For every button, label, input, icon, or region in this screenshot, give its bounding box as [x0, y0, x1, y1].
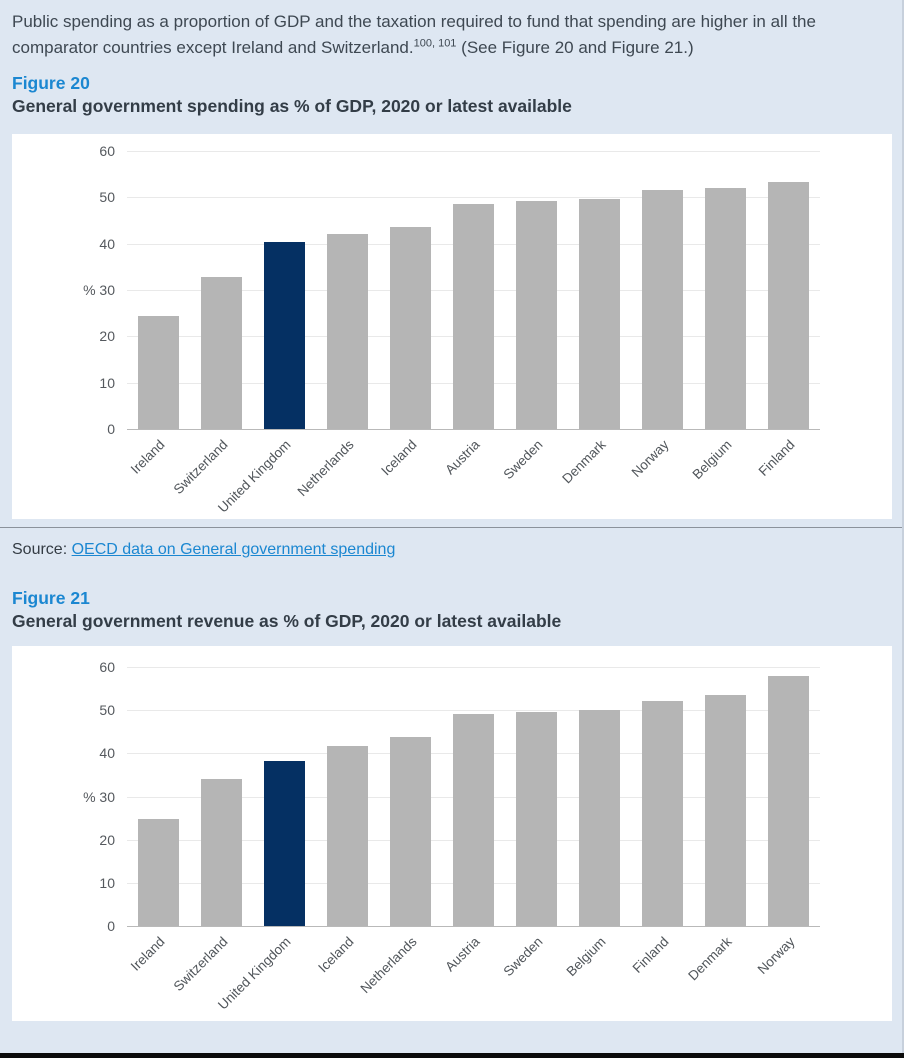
y-tick-label: % 30: [83, 282, 115, 298]
figure20-title: General government spending as % of GDP,…: [12, 96, 572, 116]
y-tick-label: 0: [107, 918, 115, 934]
figure21-label: Figure 21: [12, 588, 90, 608]
bar-switzerland: [201, 276, 242, 429]
x-axis-line: [127, 926, 820, 927]
intro-text-continued: (See Figure 20 and Figure 21.): [456, 38, 694, 57]
bar-united-kingdom: [264, 761, 305, 926]
y-tick-label: 20: [99, 831, 115, 848]
figure21-title: General government revenue as % of GDP, …: [12, 611, 562, 631]
footnote-reference: 100, 101: [413, 37, 457, 50]
bar-finland: [642, 700, 683, 926]
window-right-edge: [902, 0, 904, 1058]
y-tick-label: % 30: [83, 788, 115, 805]
bar-finland: [768, 181, 809, 429]
bar-netherlands: [390, 737, 431, 926]
y-tick-label: 10: [99, 874, 115, 891]
revenue-bar-chart: 0 10 20% 30 40 50 60 Ireland Switzerland United …: [12, 646, 892, 1021]
bar-norway: [642, 189, 683, 429]
bar-united-kingdom: [264, 241, 305, 429]
bar-switzerland: [201, 778, 242, 926]
source-prefix: Source:: [12, 541, 72, 558]
figure20-label: Figure 20: [12, 73, 90, 93]
y-tick-label: 20: [99, 328, 115, 345]
x-axis-label: Ireland: [127, 934, 168, 974]
bar-iceland: [327, 745, 368, 926]
bar-norway: [768, 675, 809, 926]
intro-text: Public spending as a proportion of GDP a…: [12, 12, 816, 57]
bar-denmark: [705, 695, 746, 926]
source-link[interactable]: OECD data on General government spending: [71, 541, 396, 558]
x-axis-line: [127, 429, 820, 430]
y-tick-label: 50: [99, 189, 115, 206]
spending-bar-chart: 0 10 20% 30 40 50 60 Ireland Switzerland United …: [12, 134, 892, 519]
intro-paragraph: Public spending as a proportion of GDP a…: [12, 0, 892, 61]
bar-belgium: [705, 188, 746, 429]
y-tick-label: 50: [99, 702, 115, 719]
bar-sweden: [516, 712, 557, 926]
bar-netherlands: [327, 233, 368, 429]
y-tick-label: 60: [99, 143, 115, 159]
gridline: [127, 667, 820, 668]
window-bottom-edge: [0, 1053, 904, 1058]
bar-denmark: [579, 198, 620, 429]
bar-austria: [453, 714, 494, 926]
y-tick-label: 60: [99, 659, 115, 675]
source-line: Source: OECD data on General government …: [12, 540, 892, 560]
gridline: [127, 151, 820, 152]
section-divider: [0, 527, 904, 528]
figure20-chart-panel: 0 10 20% 30 40 50 60 Ireland Switzerland United …: [12, 134, 892, 519]
bar-sweden: [516, 201, 557, 429]
y-tick-label: 0: [107, 421, 115, 437]
gridline: [127, 197, 820, 199]
bar-belgium: [579, 710, 620, 926]
bar-ireland: [138, 819, 179, 926]
bar-iceland: [390, 227, 431, 429]
y-tick-label: 40: [99, 235, 115, 252]
y-tick-label: 10: [99, 374, 115, 391]
y-tick-label: 40: [99, 745, 115, 762]
figure21-chart-panel: 0 10 20% 30 40 50 60 Ireland Switzerland United …: [12, 646, 892, 1021]
bar-austria: [453, 203, 494, 429]
gridline: [127, 710, 820, 712]
bar-ireland: [138, 316, 179, 429]
